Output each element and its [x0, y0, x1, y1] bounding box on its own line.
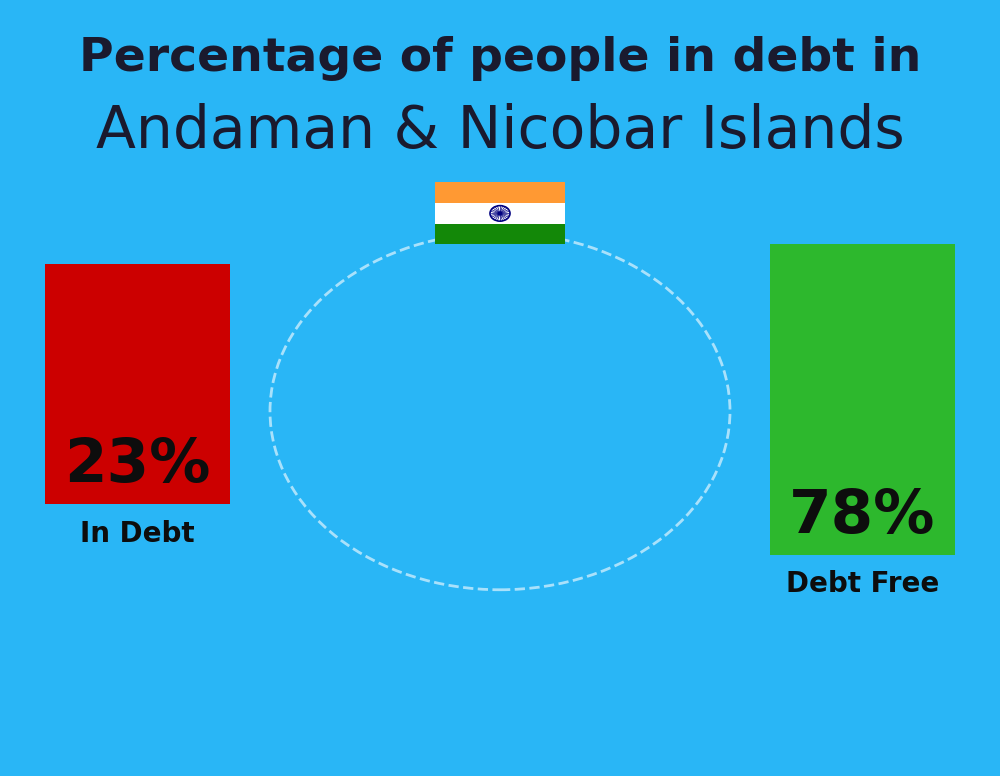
Bar	[435, 223, 565, 244]
Text: In Debt: In Debt	[80, 520, 195, 548]
Bar	[435, 182, 565, 203]
Bar	[45, 264, 230, 504]
Bar	[770, 244, 955, 555]
Bar	[435, 203, 565, 223]
Text: Andaman & Nicobar Islands: Andaman & Nicobar Islands	[96, 103, 904, 161]
Text: Debt Free: Debt Free	[786, 570, 939, 598]
Text: 78%: 78%	[789, 487, 936, 546]
Circle shape	[498, 212, 502, 215]
Text: 23%: 23%	[64, 436, 211, 495]
Text: Percentage of people in debt in: Percentage of people in debt in	[79, 36, 921, 81]
